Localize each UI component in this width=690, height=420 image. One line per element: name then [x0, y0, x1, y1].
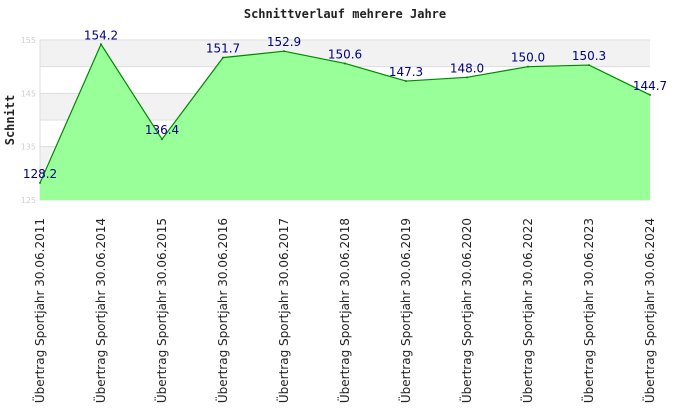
- chart-title: Schnittverlauf mehrere Jahre: [244, 7, 446, 21]
- data-label: 150.3: [572, 49, 606, 63]
- data-label: 150.6: [328, 47, 362, 61]
- data-label: 144.7: [633, 79, 667, 93]
- data-label: 154.2: [84, 28, 118, 42]
- data-label: 148.0: [450, 61, 484, 75]
- y-axis-label: Schnitt: [3, 95, 17, 146]
- data-point: [161, 138, 163, 141]
- y-tick-label: 135: [21, 143, 36, 152]
- data-point: [283, 50, 285, 53]
- data-point: [222, 56, 224, 59]
- y-tick-label: 145: [21, 89, 36, 98]
- data-label: 147.3: [389, 65, 423, 79]
- data-point: [39, 181, 41, 184]
- x-tick-label: Übertrag Sportjahr 30.06.2020: [458, 218, 474, 403]
- data-label: 136.4: [145, 123, 179, 137]
- data-point: [405, 80, 407, 83]
- x-tick-label: Übertrag Sportjahr 30.06.2016: [214, 218, 230, 403]
- data-point: [527, 65, 529, 68]
- x-tick-label: Übertrag Sportjahr 30.06.2014: [92, 218, 108, 403]
- y-tick-label: 155: [21, 36, 36, 45]
- x-tick-label: Übertrag Sportjahr 30.06.2019: [397, 218, 413, 403]
- plot-band: [40, 40, 650, 67]
- data-point: [649, 93, 651, 96]
- y-tick-label: 125: [21, 196, 36, 205]
- x-tick-label: Übertrag Sportjahr 30.06.2022: [519, 218, 535, 403]
- data-point: [344, 62, 346, 65]
- x-tick-label: Übertrag Sportjahr 30.06.2017: [275, 218, 291, 403]
- x-tick-label: Übertrag Sportjahr 30.06.2024: [641, 218, 657, 403]
- x-tick-label: Übertrag Sportjahr 30.06.2015: [153, 218, 169, 403]
- x-tick-label: Übertrag Sportjahr 30.06.2023: [580, 218, 596, 403]
- data-point: [588, 64, 590, 67]
- data-point: [466, 76, 468, 79]
- data-label: 128.2: [23, 167, 57, 181]
- data-label: 151.7: [206, 42, 240, 56]
- data-point: [100, 43, 102, 46]
- x-tick-label: Übertrag Sportjahr 30.06.2011: [31, 218, 47, 403]
- x-tick-label: Übertrag Sportjahr 30.06.2018: [336, 218, 352, 403]
- data-label: 152.9: [267, 35, 301, 49]
- series-area: [40, 44, 650, 201]
- data-label: 150.0: [511, 51, 545, 65]
